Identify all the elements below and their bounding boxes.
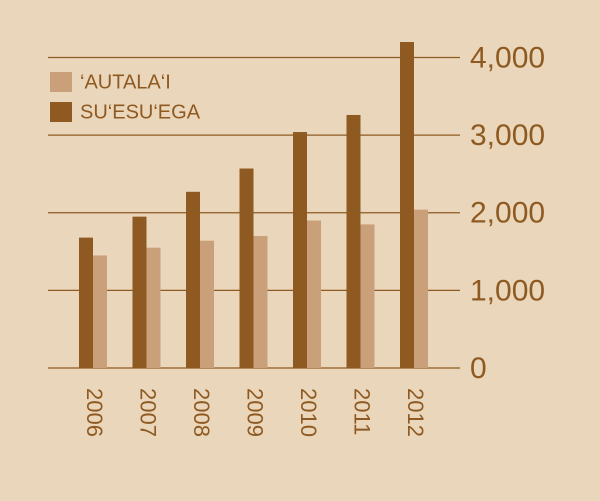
x-tick-label: 2009 [243, 388, 268, 437]
y-tick-label: 0 [470, 352, 487, 385]
bar [307, 220, 321, 368]
y-tick-label: 4,000 [470, 41, 545, 74]
x-tick-label: 2011 [350, 388, 375, 435]
x-tick-label: 2007 [136, 388, 161, 437]
x-tick-label: 2006 [82, 388, 107, 437]
x-tick-label: 2010 [296, 388, 321, 437]
y-tick-label: 3,000 [470, 119, 545, 152]
bar [186, 191, 200, 368]
x-tick-label: 2012 [403, 388, 428, 437]
bar [200, 240, 214, 368]
bar [293, 132, 307, 368]
legend-swatch [50, 72, 72, 92]
bar [93, 255, 107, 368]
bar [253, 236, 268, 368]
legend-label: SU‘ESU‘EGA [80, 101, 201, 123]
bar [79, 237, 93, 368]
bar [346, 114, 361, 368]
y-tick-label: 2,000 [470, 197, 545, 230]
legend-swatch [50, 102, 72, 122]
legend-label: ‘AUTALA‘I [80, 71, 171, 93]
bar [400, 42, 414, 368]
y-tick-label: 1,000 [470, 274, 545, 307]
bar [360, 224, 375, 368]
bar [414, 209, 428, 368]
bar [146, 247, 161, 368]
x-tick-label: 2008 [189, 388, 214, 437]
bar [239, 168, 254, 368]
bar [132, 216, 147, 368]
